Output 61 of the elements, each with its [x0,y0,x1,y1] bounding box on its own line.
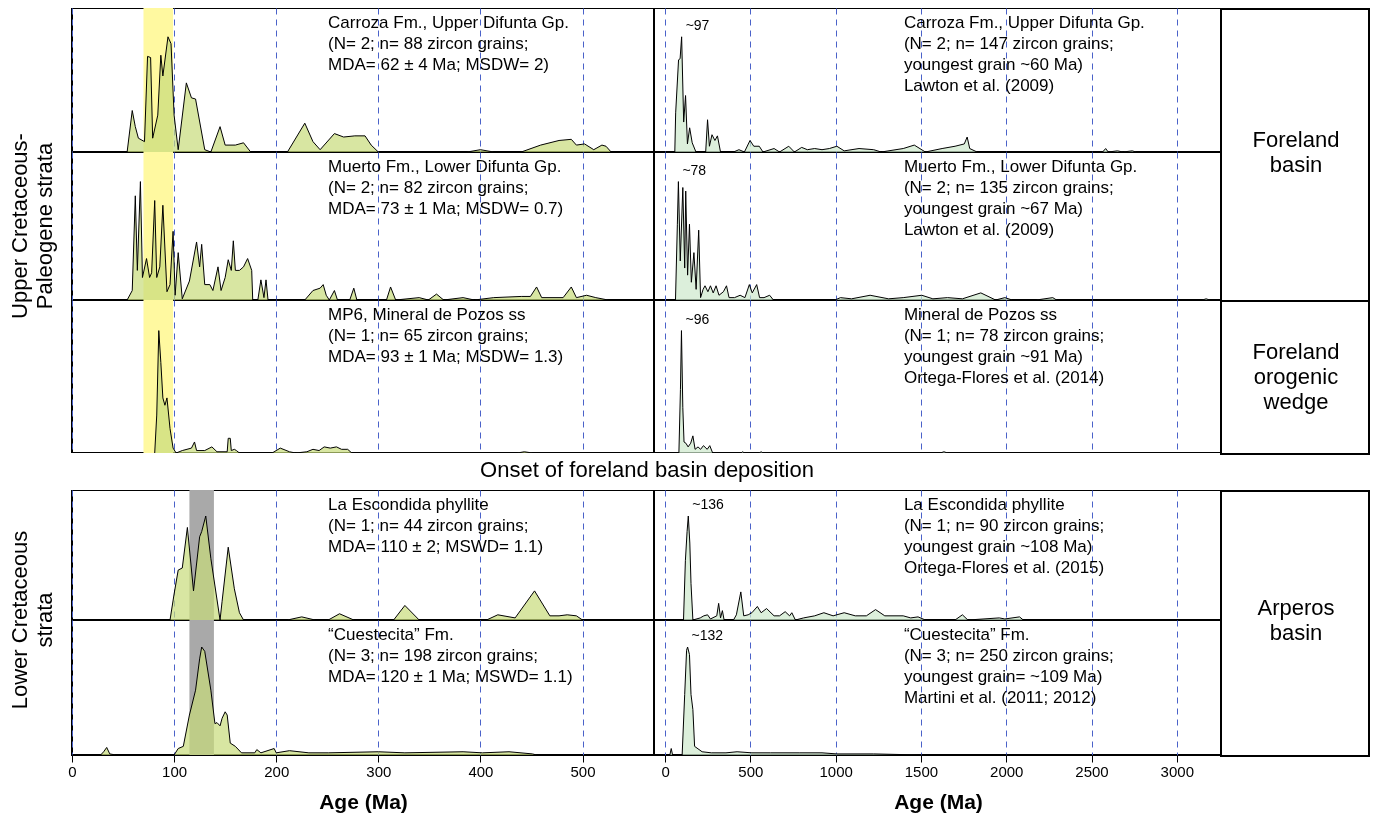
text: Carroza Fm., Upper Difunta Gp. [903,13,1145,32]
annotation: youngest grain= ~109 Ma) [903,667,1103,686]
x-tick-label: 500 [570,762,596,780]
annotation: youngest grain ~108 Ma) [903,537,1093,556]
x-tick-label: 2500 [1075,762,1109,780]
x-axis-title: Age (Ma) [319,789,408,813]
y2-axis-title: Foreland orogenic wedge [1252,338,1340,415]
annotation: Lawton et al. (2009) [903,220,1055,239]
annotation: Ortega-Flores et al. (2014) [903,368,1105,387]
annotation: (N= 2; n= 82 zircon grains; [328,178,529,197]
annotation: (N= 2; n= 147 zircon grains; [903,34,1114,53]
y-axis-title: Lower Cretaceous strata [6,530,58,710]
annotation: youngest grain ~91 Ma) [903,347,1084,366]
x-tick-label: 100 [162,762,188,780]
x-tick-label: 0 [68,762,77,780]
y-axis-title: Upper Cretaceous-Paleogene strata [6,133,58,319]
annotation: youngest grain ~67 Ma) [903,199,1084,218]
annotation: MDA= 110 ± 2; MSWD= 1.1) [328,537,544,556]
annotation: ~136 [692,496,725,512]
x-tick-label: 400 [468,762,494,780]
x-tick-label: 3000 [1160,762,1194,780]
x-tick-label: 300 [366,762,392,780]
x-tick-label: 1500 [904,762,939,780]
annotation: (N= 2; n= 135 zircon grains; [903,178,1114,197]
x-axis-title: Age (Ma) [894,789,983,813]
annotation: MDA= 62 ± 4 Ma; MSDW= 2) [328,55,550,74]
annotation: ~97 [685,16,710,33]
annotation: MDA= 120 ± 1 Ma; MSWD= 1.1) [328,667,573,686]
annotation: (N= 1; n= 44 zircon grains; [328,516,529,535]
annotation: (N= 2; n= 88 zircon grains; [328,34,529,53]
annotation: ~96 [685,310,710,327]
y2-axis-title: Arperos basin [1257,594,1335,646]
chart-title: Onset of foreland basin deposition [480,457,814,483]
annotation: ~78 [682,161,707,178]
annotation: MDA= 73 ± 1 Ma; MSDW= 0.7) [328,199,564,218]
annotation: Lawton et al. (2009) [903,76,1055,95]
x-tick-label: 500 [738,762,764,780]
text: La Escondida phyllite [328,495,489,514]
text: “Cuestecita” Fm. [328,625,454,644]
text: Muerto Fm., Lower Difunta Gp. [903,157,1138,176]
text: “Cuestecita” Fm. [903,625,1030,644]
x-tick-label: 2000 [990,762,1024,780]
annotation: Martini et al. (2011; 2012) [903,688,1097,707]
text: MP6, Mineral de Pozos ss [328,305,526,324]
annotation: (N= 3; n= 250 zircon grains; [903,646,1114,665]
text: La Escondida phyllite [903,495,1065,514]
annotation: ~132 [691,627,724,643]
text: Mineral de Pozos ss [903,305,1057,324]
annotation: (N= 1; n= 90 zircon grains; [903,516,1105,535]
x-tick-label: 200 [264,762,290,780]
annotation: (N= 3; n= 198 zircon grains; [328,646,538,665]
annotation: MDA= 93 ± 1 Ma; MSDW= 1.3) [328,347,564,366]
annotation: (N= 1; n= 65 zircon grains; [328,326,529,345]
x-tick-label: 1000 [819,762,853,780]
x-tick-label: 0 [661,762,670,780]
y2-axis-title: Foreland basin [1252,126,1340,178]
annotation: Ortega-Flores et al. (2015) [903,558,1105,577]
text: Carroza Fm., Upper Difunta Gp. [328,13,569,32]
annotation: youngest grain ~60 Ma) [903,55,1084,74]
annotation: (N= 1; n= 78 zircon grains; [903,326,1105,345]
text: Muerto Fm., Lower Difunta Gp. [328,157,562,176]
